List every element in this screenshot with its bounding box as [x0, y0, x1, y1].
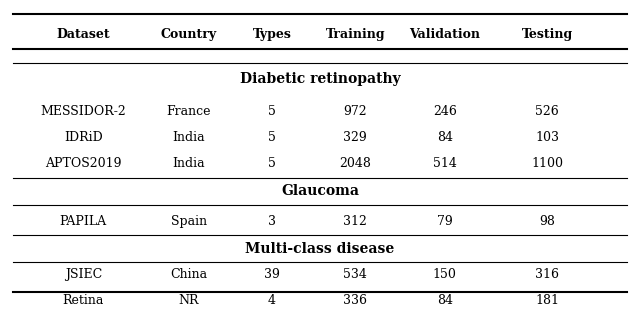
Text: 39: 39 — [264, 268, 280, 281]
Text: APTOS2019: APTOS2019 — [45, 157, 122, 170]
Text: Validation: Validation — [410, 28, 480, 41]
Text: Training: Training — [325, 28, 385, 41]
Text: 150: 150 — [433, 268, 457, 281]
Text: 181: 181 — [535, 294, 559, 307]
Text: Retina: Retina — [63, 294, 104, 307]
Text: Diabetic retinopathy: Diabetic retinopathy — [239, 72, 401, 86]
Text: 336: 336 — [343, 294, 367, 307]
Text: India: India — [173, 157, 205, 170]
Text: 5: 5 — [268, 157, 276, 170]
Text: 534: 534 — [343, 268, 367, 281]
Text: India: India — [173, 131, 205, 144]
Text: 1100: 1100 — [531, 157, 563, 170]
Text: 316: 316 — [535, 268, 559, 281]
Text: 514: 514 — [433, 157, 457, 170]
Text: Dataset: Dataset — [56, 28, 110, 41]
Text: Spain: Spain — [171, 215, 207, 227]
Text: MESSIDOR-2: MESSIDOR-2 — [40, 105, 126, 118]
Text: JSIEC: JSIEC — [65, 268, 102, 281]
Text: Testing: Testing — [522, 28, 573, 41]
Text: 972: 972 — [344, 105, 367, 118]
Text: 246: 246 — [433, 105, 457, 118]
Text: Types: Types — [253, 28, 291, 41]
Text: 79: 79 — [437, 215, 452, 227]
Text: 329: 329 — [343, 131, 367, 144]
Text: 312: 312 — [343, 215, 367, 227]
Text: 84: 84 — [436, 131, 453, 144]
Text: 4: 4 — [268, 294, 276, 307]
Text: Country: Country — [161, 28, 217, 41]
Text: PAPILA: PAPILA — [60, 215, 107, 227]
Text: NR: NR — [179, 294, 199, 307]
Text: Multi-class disease: Multi-class disease — [245, 242, 395, 255]
Text: 5: 5 — [268, 105, 276, 118]
Text: 84: 84 — [436, 294, 453, 307]
Text: 98: 98 — [540, 215, 555, 227]
Text: 5: 5 — [268, 131, 276, 144]
Text: France: France — [166, 105, 211, 118]
Text: China: China — [170, 268, 207, 281]
Text: IDRiD: IDRiD — [64, 131, 102, 144]
Text: 526: 526 — [535, 105, 559, 118]
Text: 3: 3 — [268, 215, 276, 227]
Text: Glaucoma: Glaucoma — [281, 184, 359, 198]
Text: 2048: 2048 — [339, 157, 371, 170]
Text: 103: 103 — [535, 131, 559, 144]
